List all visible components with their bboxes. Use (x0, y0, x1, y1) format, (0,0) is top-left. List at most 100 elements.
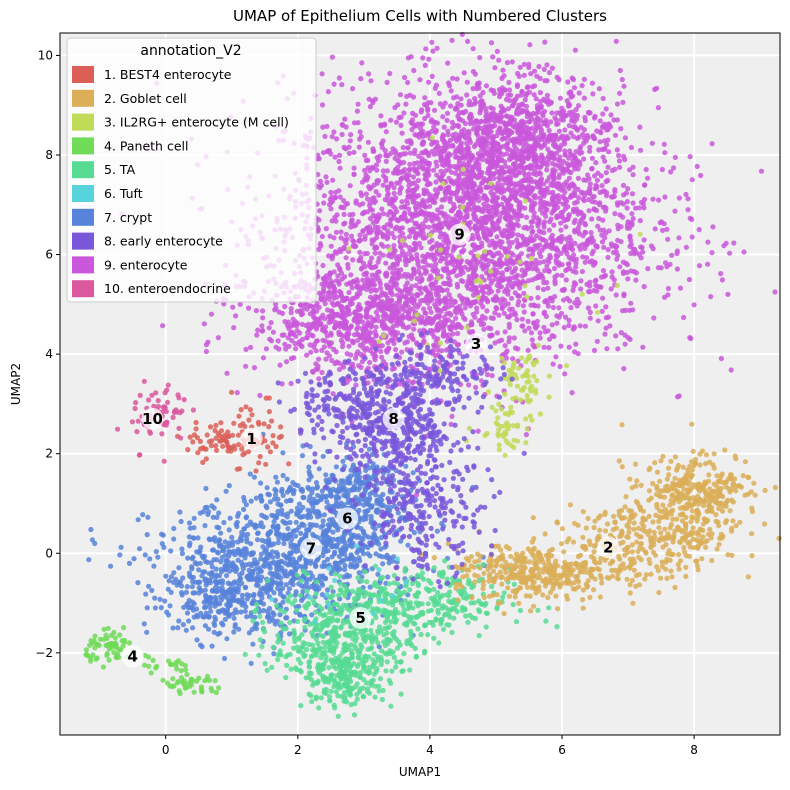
data-point (313, 366, 319, 372)
data-point (559, 105, 565, 111)
data-point (397, 92, 404, 98)
data-point (366, 71, 372, 77)
data-point (599, 183, 605, 189)
data-point (540, 237, 546, 243)
data-point (412, 132, 418, 138)
data-point (504, 60, 510, 66)
data-point (456, 198, 462, 204)
data-point (480, 208, 486, 214)
data-point (495, 129, 501, 135)
data-point (569, 390, 575, 396)
data-point (422, 310, 428, 316)
data-point (325, 89, 331, 95)
data-point (556, 181, 562, 188)
data-point (558, 310, 565, 317)
data-point (351, 165, 357, 171)
data-point (661, 141, 667, 147)
data-point (255, 327, 261, 333)
data-point (337, 152, 343, 158)
data-point (357, 237, 364, 243)
data-point (264, 485, 270, 491)
data-point (488, 280, 494, 286)
data-point (429, 237, 435, 243)
data-point (338, 293, 344, 299)
data-point (260, 355, 267, 361)
data-point (529, 337, 535, 343)
data-point (319, 71, 325, 77)
data-point (526, 131, 532, 137)
data-point (357, 136, 363, 142)
data-point (499, 105, 505, 111)
data-point (599, 308, 605, 314)
data-point (589, 80, 596, 86)
data-point (466, 382, 472, 388)
data-point (581, 95, 588, 101)
data-point (523, 432, 530, 438)
data-point (541, 121, 547, 127)
data-point (543, 313, 550, 319)
data-point (624, 199, 631, 205)
data-point (381, 317, 387, 323)
data-point (288, 306, 294, 312)
data-point (184, 584, 190, 590)
data-point (365, 165, 371, 171)
data-point (179, 550, 185, 557)
data-point (419, 156, 425, 162)
data-point (362, 236, 368, 242)
data-point (448, 252, 454, 259)
data-point (417, 77, 423, 83)
data-point (481, 219, 487, 226)
data-point (627, 234, 633, 240)
data-point (411, 198, 417, 205)
data-point (396, 180, 402, 186)
data-point (504, 146, 510, 152)
data-point (658, 219, 665, 225)
data-point (587, 144, 593, 150)
data-point (619, 76, 625, 83)
data-point (546, 70, 553, 76)
data-point (502, 159, 508, 165)
data-point (380, 182, 386, 188)
data-point (621, 83, 627, 89)
data-point (681, 314, 687, 321)
data-point (508, 230, 514, 236)
data-point (630, 307, 636, 313)
data-point (493, 293, 499, 299)
data-point (604, 142, 610, 148)
data-point (405, 55, 411, 61)
data-point (373, 293, 379, 299)
data-point (628, 144, 635, 151)
data-point (328, 189, 334, 195)
data-point (545, 97, 551, 103)
data-point (434, 120, 441, 126)
data-point (546, 336, 553, 342)
data-point (470, 165, 476, 172)
data-point (572, 227, 578, 233)
data-point (641, 237, 647, 243)
data-point (507, 203, 513, 209)
data-point (315, 227, 321, 233)
data-point (328, 243, 334, 249)
data-point (598, 274, 605, 280)
data-point (481, 176, 487, 182)
data-point (528, 176, 534, 183)
data-point (541, 344, 547, 350)
data-point (468, 250, 474, 256)
data-point (391, 282, 397, 288)
data-point (531, 202, 537, 208)
data-point (491, 171, 497, 177)
data-point (379, 144, 385, 151)
data-point (630, 200, 636, 206)
data-point (573, 264, 579, 270)
data-point (425, 112, 431, 119)
data-point (374, 245, 380, 251)
data-point (521, 309, 527, 315)
data-point (502, 329, 508, 335)
data-point (360, 201, 366, 207)
data-point (602, 235, 608, 241)
data-point (479, 169, 485, 176)
data-point (354, 326, 360, 332)
data-point (359, 60, 365, 66)
data-point (393, 346, 399, 353)
data-point (422, 254, 429, 261)
